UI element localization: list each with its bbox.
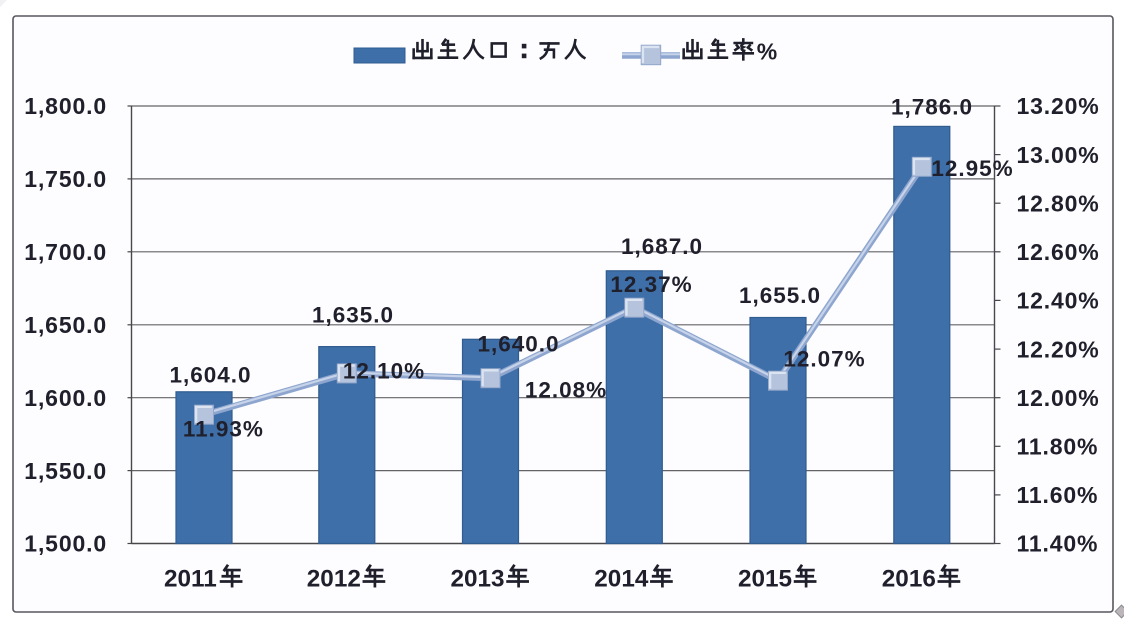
svg-text:12.00%: 12.00% [1017, 385, 1100, 411]
svg-text:13.00%: 13.00% [1017, 142, 1100, 168]
svg-text:2012: 2012 [307, 566, 361, 593]
svg-text:11.60%: 11.60% [1017, 482, 1099, 508]
svg-text:1,800.0: 1,800.0 [24, 93, 107, 119]
svg-text:12.80%: 12.80% [1017, 190, 1100, 216]
svg-text:2014: 2014 [594, 566, 649, 593]
svg-text:1,687.0: 1,687.0 [621, 234, 703, 259]
svg-text:1,600.0: 1,600.0 [24, 385, 107, 411]
svg-text:11.93%: 11.93% [183, 417, 264, 442]
svg-text:1,655.0: 1,655.0 [739, 283, 821, 308]
svg-text:1,635.0: 1,635.0 [312, 302, 394, 327]
svg-text:1,650.0: 1,650.0 [24, 312, 107, 338]
svg-text:12.08%: 12.08% [525, 378, 607, 403]
svg-text:1,604.0: 1,604.0 [169, 362, 251, 387]
svg-text:1,500.0: 1,500.0 [24, 531, 107, 557]
svg-text:1,550.0: 1,550.0 [24, 458, 107, 484]
svg-text:11.80%: 11.80% [1017, 434, 1099, 460]
svg-text:2015: 2015 [738, 566, 792, 593]
svg-text:13.20%: 13.20% [1017, 93, 1100, 119]
svg-text:12.07%: 12.07% [783, 347, 865, 372]
svg-text:12.37%: 12.37% [610, 272, 692, 297]
svg-text:12.40%: 12.40% [1017, 288, 1100, 314]
svg-text:2013: 2013 [451, 566, 505, 593]
svg-text:2011: 2011 [164, 566, 217, 593]
svg-text:1,700.0: 1,700.0 [24, 239, 107, 265]
svg-text:1,786.0: 1,786.0 [891, 94, 973, 119]
svg-text:11.40%: 11.40% [1017, 531, 1099, 557]
svg-text:1,750.0: 1,750.0 [24, 166, 107, 192]
svg-text:2016: 2016 [882, 566, 936, 593]
svg-text:12.10%: 12.10% [343, 359, 425, 384]
svg-text:12.20%: 12.20% [1017, 336, 1100, 362]
svg-text:12.95%: 12.95% [931, 156, 1013, 181]
svg-text:12.60%: 12.60% [1017, 239, 1100, 265]
svg-text:1,640.0: 1,640.0 [477, 332, 559, 357]
svg-text:%: % [757, 39, 777, 65]
